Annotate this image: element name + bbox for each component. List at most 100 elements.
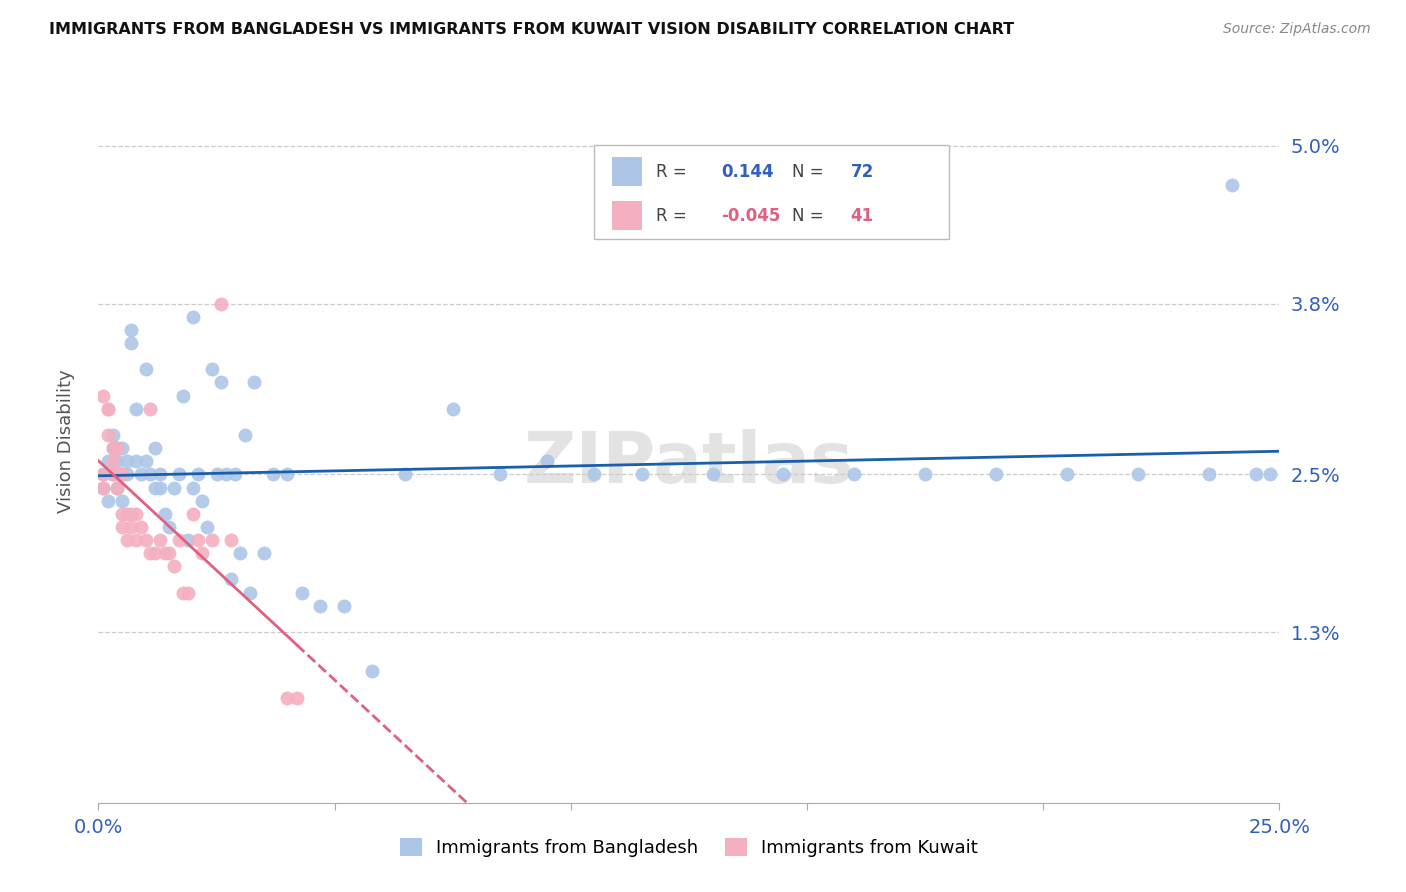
Point xyxy=(121,507,143,521)
Point xyxy=(105,481,128,495)
Point xyxy=(441,401,464,416)
Point xyxy=(129,520,152,534)
Point xyxy=(229,546,252,560)
Point xyxy=(215,467,238,482)
Point xyxy=(630,467,652,482)
Point xyxy=(125,507,148,521)
Point xyxy=(143,481,166,495)
Point xyxy=(187,533,209,547)
Point xyxy=(111,507,134,521)
Point xyxy=(111,520,134,534)
Point xyxy=(309,599,332,613)
Point xyxy=(253,546,276,560)
Point xyxy=(1244,467,1267,482)
Point xyxy=(163,481,186,495)
Point xyxy=(143,441,166,455)
Point xyxy=(153,546,176,560)
Point xyxy=(276,467,298,482)
Point xyxy=(105,481,128,495)
Text: N =: N = xyxy=(792,207,824,225)
Point xyxy=(181,507,204,521)
Bar xyxy=(612,202,641,230)
Point xyxy=(91,481,114,495)
Y-axis label: Vision Disability: Vision Disability xyxy=(56,369,75,514)
Point xyxy=(191,546,214,560)
Point xyxy=(111,467,134,482)
Point xyxy=(97,493,120,508)
Point xyxy=(125,401,148,416)
Point xyxy=(772,467,794,482)
Point xyxy=(97,454,120,468)
Point xyxy=(219,573,242,587)
Point xyxy=(125,454,148,468)
Point xyxy=(97,401,120,416)
Point xyxy=(105,441,128,455)
Point xyxy=(111,441,134,455)
Point xyxy=(243,376,266,390)
Point xyxy=(167,467,190,482)
Point xyxy=(91,388,114,402)
Point xyxy=(1198,467,1220,482)
Point xyxy=(536,454,558,468)
Point xyxy=(489,467,512,482)
Point xyxy=(97,401,120,416)
Point xyxy=(233,428,256,442)
Point xyxy=(167,533,190,547)
Point xyxy=(111,493,134,508)
Point xyxy=(1258,467,1281,482)
Point xyxy=(105,454,128,468)
Point xyxy=(191,493,214,508)
Point xyxy=(224,467,246,482)
Point xyxy=(201,362,224,376)
Point xyxy=(115,467,138,482)
Point xyxy=(105,467,128,482)
Point xyxy=(91,467,114,482)
Point xyxy=(333,599,356,613)
FancyBboxPatch shape xyxy=(595,145,949,239)
Text: IMMIGRANTS FROM BANGLADESH VS IMMIGRANTS FROM KUWAIT VISION DISABILITY CORRELATI: IMMIGRANTS FROM BANGLADESH VS IMMIGRANTS… xyxy=(49,22,1014,37)
Text: ZIPatlas: ZIPatlas xyxy=(524,429,853,498)
Text: R =: R = xyxy=(655,162,686,180)
Point xyxy=(209,296,232,310)
Point xyxy=(149,467,172,482)
Point xyxy=(702,467,724,482)
Point xyxy=(153,507,176,521)
Point xyxy=(125,533,148,547)
Text: R =: R = xyxy=(655,207,686,225)
Point xyxy=(135,533,157,547)
Point xyxy=(157,520,180,534)
Point xyxy=(1220,178,1243,193)
Point xyxy=(181,481,204,495)
Point xyxy=(101,467,124,482)
Point xyxy=(172,585,194,599)
Point xyxy=(984,467,1007,482)
Bar xyxy=(612,157,641,186)
Point xyxy=(195,520,218,534)
Point xyxy=(201,533,224,547)
Point xyxy=(139,546,162,560)
Text: Source: ZipAtlas.com: Source: ZipAtlas.com xyxy=(1223,22,1371,37)
Point xyxy=(1056,467,1078,482)
Point xyxy=(105,441,128,455)
Point xyxy=(844,467,866,482)
Point xyxy=(209,376,232,390)
Point xyxy=(115,533,138,547)
Point xyxy=(205,467,228,482)
Text: -0.045: -0.045 xyxy=(721,207,780,225)
Point xyxy=(101,441,124,455)
Point xyxy=(394,467,416,482)
Point xyxy=(91,481,114,495)
Point xyxy=(276,690,298,705)
Point xyxy=(181,310,204,324)
Point xyxy=(172,388,194,402)
Legend: Immigrants from Bangladesh, Immigrants from Kuwait: Immigrants from Bangladesh, Immigrants f… xyxy=(391,829,987,866)
Point xyxy=(115,507,138,521)
Point xyxy=(262,467,284,482)
Point xyxy=(101,467,124,482)
Point xyxy=(361,665,384,679)
Point xyxy=(129,467,152,482)
Point xyxy=(91,467,114,482)
Point xyxy=(143,546,166,560)
Point xyxy=(135,362,157,376)
Point xyxy=(121,336,143,351)
